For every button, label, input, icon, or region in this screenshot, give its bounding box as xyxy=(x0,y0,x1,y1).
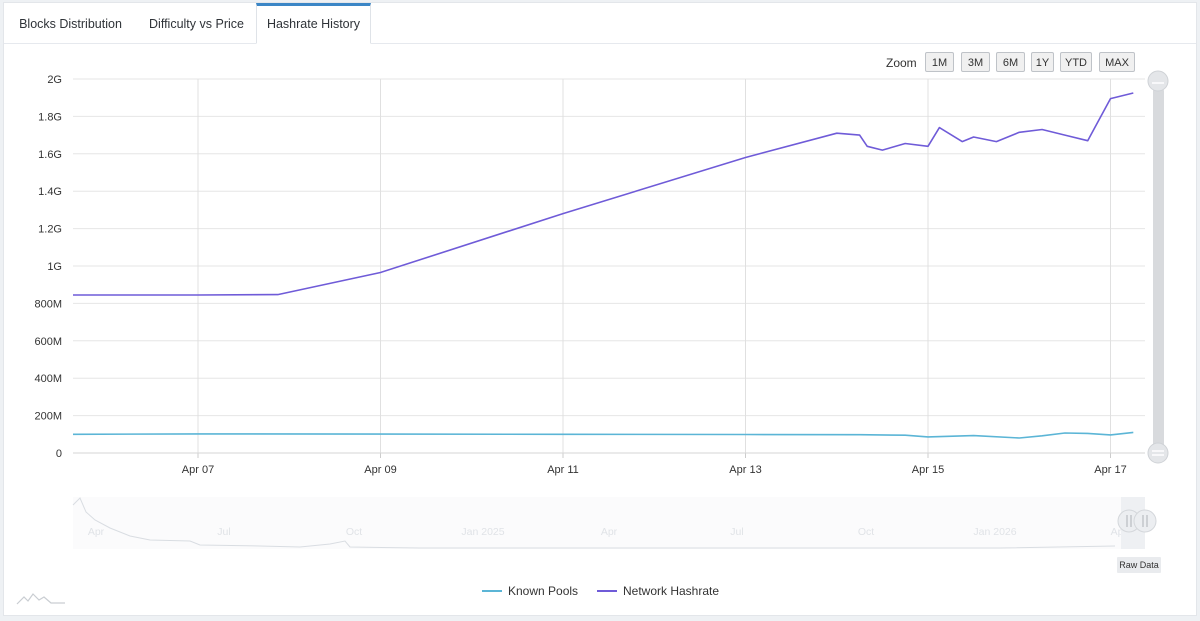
navigator-label: Apr xyxy=(601,526,618,538)
y-tick-label: 1.6G xyxy=(38,149,62,161)
zoom-3m-button[interactable]: 3M xyxy=(961,52,990,72)
y-tick-label: 2G xyxy=(47,74,62,86)
navigator-label: Oct xyxy=(858,526,874,538)
y-tick-label: 1G xyxy=(47,261,62,273)
scrollbar-top-handle-icon xyxy=(1147,70,1169,92)
navigator-label: Ap xyxy=(1111,526,1124,538)
tab-difficulty-vs-price[interactable]: Difficulty vs Price xyxy=(149,17,244,31)
navigator-handle-icon xyxy=(1133,509,1157,533)
x-tick-label: Apr 07 xyxy=(182,464,214,476)
x-tick-label: Apr 15 xyxy=(912,464,944,476)
navigator-label: Apr xyxy=(88,526,105,538)
x-tick-label: Apr 09 xyxy=(364,464,396,476)
logo-sparkline xyxy=(16,593,65,605)
y-tick-label: 1.8G xyxy=(38,111,62,123)
tab-hashrate-history[interactable]: Hashrate History xyxy=(256,3,371,44)
navigator-label: Jul xyxy=(730,526,743,538)
known-pools-swatch-icon xyxy=(482,590,502,592)
zoom-1y-button[interactable]: 1Y xyxy=(1031,52,1054,72)
tab-bar: Blocks Distribution Difficulty vs Price … xyxy=(4,3,1196,44)
series-group xyxy=(73,431,1134,439)
network-hashrate-line xyxy=(73,92,1134,296)
y-tick-label: 200M xyxy=(34,411,62,423)
axes: 0 200M 400M 600M 800M 1G 1.2G 1.4G 1.6G 1.8G 2G Apr… xyxy=(34,74,1145,476)
grid xyxy=(73,78,1145,454)
legend-network-hashrate[interactable]: Network Hashrate xyxy=(597,584,719,598)
navigator-background xyxy=(73,497,1145,549)
legend-known-pools[interactable]: Known Pools xyxy=(482,584,578,598)
navigator-sparkline xyxy=(72,497,1116,549)
x-tick-label: Apr 13 xyxy=(729,464,761,476)
vertical-scrollbar[interactable] xyxy=(1147,70,1169,464)
zoom-label: Zoom xyxy=(886,56,917,70)
y-tick-label: 600M xyxy=(34,336,62,348)
x-tick-label: Apr 17 xyxy=(1094,464,1126,476)
tab-blocks-distribution[interactable]: Blocks Distribution xyxy=(19,17,122,31)
zoom-max-button[interactable]: MAX xyxy=(1099,52,1135,72)
y-tick-label: 1.4G xyxy=(38,186,62,198)
raw-data-button[interactable]: Raw Data xyxy=(1117,557,1161,573)
scrollbar-track xyxy=(1153,86,1164,454)
y-tick-label: 800M xyxy=(34,298,62,310)
legend-network-hashrate-label: Network Hashrate xyxy=(623,584,720,598)
series xyxy=(73,92,1134,439)
navigator-label: Jan 2026 xyxy=(973,526,1016,538)
series-group xyxy=(73,92,1134,296)
navigator-label: Jan 2025 xyxy=(461,526,504,538)
network-hashrate-swatch-icon xyxy=(597,590,617,592)
y-tick-label: 0 xyxy=(56,448,62,460)
zoom-1m-button[interactable]: 1M xyxy=(925,52,954,72)
legend-known-pools-label: Known Pools xyxy=(508,584,579,598)
navigator[interactable]: Apr Jul Oct Jan 2025 Apr Jul Oct Jan 2026 Ap xyxy=(72,497,1157,549)
y-tick-label: 400M xyxy=(34,373,62,385)
x-tick-label: Apr 11 xyxy=(547,464,579,476)
zoom-6m-button[interactable]: 6M xyxy=(996,52,1025,72)
navigator-label: Oct xyxy=(346,526,362,538)
zoom-ytd-button[interactable]: YTD xyxy=(1060,52,1092,72)
y-tick-label: 1.2G xyxy=(38,224,62,236)
scrollbar-bottom-handle-icon xyxy=(1147,442,1169,464)
sparkline-logo-icon xyxy=(16,593,65,605)
known-pools-line xyxy=(73,431,1134,439)
navigator-label: Jul xyxy=(217,526,230,538)
